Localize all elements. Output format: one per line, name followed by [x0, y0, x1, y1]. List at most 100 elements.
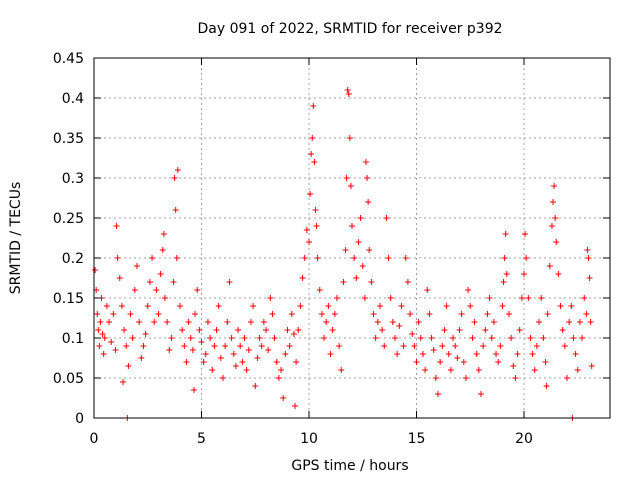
data-point [293, 359, 300, 365]
data-point [426, 311, 433, 317]
data-point [383, 215, 390, 221]
data-point [127, 311, 134, 317]
data-point [538, 295, 545, 301]
data-point [265, 347, 272, 353]
data-point [292, 403, 299, 409]
data-point [174, 167, 181, 173]
x-tick-label: 0 [90, 431, 99, 447]
x-tick-label: 10 [300, 431, 318, 447]
data-point [168, 335, 175, 341]
data-point [273, 359, 280, 365]
data-point [155, 311, 162, 317]
data-point [112, 347, 119, 353]
data-point [299, 275, 306, 281]
data-point [486, 295, 493, 301]
data-point [516, 327, 523, 333]
data-point [355, 239, 362, 245]
data-point [204, 319, 211, 325]
data-point [140, 343, 147, 349]
data-point [280, 395, 287, 401]
data-point [422, 367, 429, 373]
data-point [374, 319, 381, 325]
data-point [243, 367, 250, 373]
data-point [166, 347, 173, 353]
plot-frame [93, 57, 611, 419]
data-point [372, 335, 379, 341]
data-point [103, 303, 110, 309]
data-point [97, 319, 104, 325]
data-point [502, 231, 509, 237]
data-point [529, 351, 536, 357]
data-point [542, 359, 549, 365]
data-point [342, 247, 349, 253]
data-point [447, 367, 454, 373]
data-point [501, 255, 508, 261]
y-tick-label: 0.4 [62, 91, 84, 107]
data-point [488, 335, 495, 341]
data-point [475, 367, 482, 373]
data-point [338, 367, 345, 373]
data-point [364, 175, 371, 181]
data-point [540, 335, 547, 341]
data-point [331, 311, 338, 317]
data-point [345, 91, 352, 97]
data-point [389, 319, 396, 325]
data-point [404, 279, 411, 285]
data-point [149, 255, 156, 261]
x-tick-label: 5 [197, 431, 206, 447]
data-point [559, 327, 566, 333]
y-tick-labels: 0 0.05 0.1 0.15 0.2 0.25 0.3 0.35 0.4 0.45 [53, 51, 84, 427]
data-point [160, 231, 167, 237]
data-point [583, 311, 590, 317]
data-point [402, 255, 409, 261]
data-point [581, 295, 588, 301]
grid-lines [94, 58, 610, 418]
data-point [522, 231, 529, 237]
data-point [207, 335, 214, 341]
data-point [271, 335, 278, 341]
data-point [357, 215, 364, 221]
data-point [398, 303, 405, 309]
data-point [209, 367, 216, 373]
data-point [555, 271, 562, 277]
data-point [116, 275, 123, 281]
data-point [101, 335, 108, 341]
data-point [327, 351, 334, 357]
data-point [521, 271, 527, 277]
data-point [376, 303, 383, 309]
x-tick-labels: 0 5 10 15 20 [90, 431, 533, 447]
data-point [450, 335, 457, 341]
data-point [230, 351, 237, 357]
data-point [282, 351, 289, 357]
data-point [566, 319, 573, 325]
data-point [531, 367, 538, 373]
y-tick-label: 0.2 [62, 251, 84, 267]
data-point [514, 351, 521, 357]
y-axis-label: SRMTID / TECUs [8, 182, 24, 295]
data-point [361, 295, 368, 301]
data-point [473, 351, 480, 357]
data-point [585, 255, 592, 261]
data-point [171, 175, 178, 181]
data-point [110, 311, 117, 317]
data-point [185, 319, 192, 325]
data-point [187, 335, 194, 341]
data-point [572, 351, 579, 357]
data-point [347, 183, 354, 189]
data-point [551, 183, 558, 189]
data-point [452, 343, 459, 349]
data-point [213, 327, 220, 333]
data-point [164, 319, 171, 325]
data-point [95, 327, 102, 333]
data-point [189, 347, 196, 353]
data-point [290, 331, 297, 337]
data-series [92, 87, 595, 421]
data-point [278, 367, 285, 373]
data-point [493, 351, 500, 357]
data-point [284, 327, 291, 333]
data-point [237, 343, 244, 349]
data-point [177, 303, 183, 309]
data-point [458, 311, 465, 317]
data-point [183, 359, 190, 365]
